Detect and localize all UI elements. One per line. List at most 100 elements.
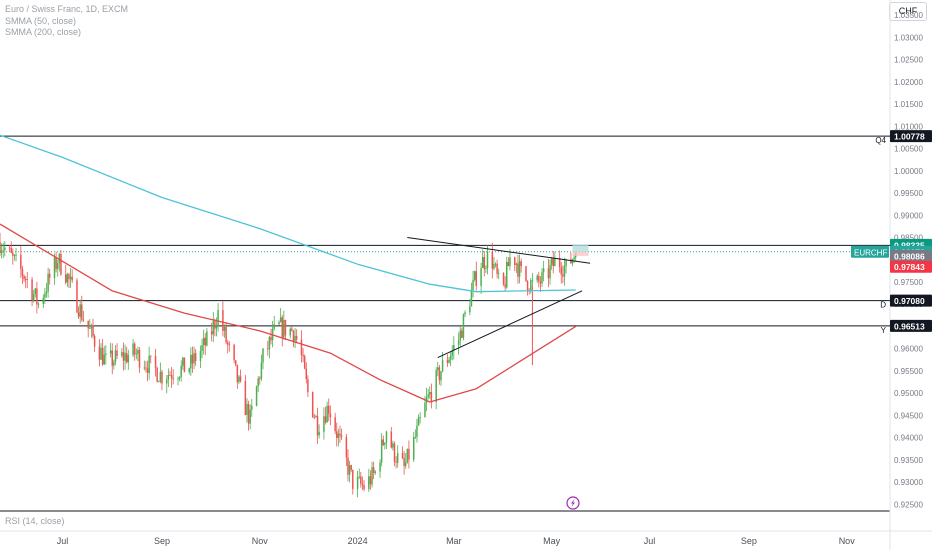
candle[interactable] <box>514 257 516 265</box>
candle[interactable] <box>135 353 138 355</box>
candle[interactable] <box>149 355 152 357</box>
candle[interactable] <box>127 355 130 363</box>
candle[interactable] <box>438 367 441 381</box>
candle[interactable] <box>45 291 48 294</box>
candle[interactable] <box>406 448 409 463</box>
candle[interactable] <box>244 380 247 416</box>
candle[interactable] <box>116 350 118 356</box>
candle[interactable] <box>347 457 349 475</box>
candle[interactable] <box>358 476 360 478</box>
candle[interactable] <box>4 247 6 251</box>
candle[interactable] <box>24 279 27 280</box>
candle[interactable] <box>2 250 4 251</box>
candle[interactable] <box>246 403 248 416</box>
candle[interactable] <box>133 343 136 355</box>
candle[interactable] <box>334 417 336 432</box>
candle[interactable] <box>570 259 572 264</box>
candle[interactable] <box>380 439 383 463</box>
legend-smma200[interactable]: SMMA (200, close) <box>5 27 82 37</box>
candle[interactable] <box>505 262 508 288</box>
candle[interactable] <box>441 360 444 372</box>
candle[interactable] <box>536 275 538 281</box>
candle[interactable] <box>60 253 62 275</box>
candle[interactable] <box>212 321 215 335</box>
candle[interactable] <box>295 336 298 340</box>
candle[interactable] <box>562 274 564 277</box>
candle[interactable] <box>449 356 452 360</box>
candle[interactable] <box>234 360 237 365</box>
candle[interactable] <box>178 376 181 379</box>
candle[interactable] <box>573 257 575 260</box>
candle[interactable] <box>340 435 343 438</box>
candle[interactable] <box>55 257 57 269</box>
candle[interactable] <box>10 248 12 253</box>
candle[interactable] <box>82 319 85 321</box>
candle[interactable] <box>352 469 354 489</box>
candle[interactable] <box>166 379 168 384</box>
candle[interactable] <box>392 443 394 448</box>
candle[interactable] <box>550 258 553 266</box>
candle[interactable] <box>549 265 551 279</box>
candle[interactable] <box>180 365 182 377</box>
candle[interactable] <box>504 284 506 288</box>
candle[interactable] <box>541 272 543 284</box>
candle[interactable] <box>305 368 308 380</box>
candle[interactable] <box>542 268 545 273</box>
candle[interactable] <box>268 336 271 350</box>
candle[interactable] <box>204 337 207 346</box>
candle[interactable] <box>156 367 158 382</box>
candle[interactable] <box>526 280 529 291</box>
candle[interactable] <box>172 378 174 380</box>
candle[interactable] <box>461 330 463 338</box>
candle[interactable] <box>469 306 471 313</box>
candle[interactable] <box>233 344 235 361</box>
candle[interactable] <box>26 279 29 280</box>
candle[interactable] <box>53 257 56 278</box>
candle[interactable] <box>279 317 282 322</box>
candle[interactable] <box>260 362 263 379</box>
candle[interactable] <box>497 273 500 274</box>
candle[interactable] <box>13 255 16 256</box>
candle[interactable] <box>329 413 332 418</box>
candle[interactable] <box>475 271 478 286</box>
candle[interactable] <box>313 417 316 418</box>
candle[interactable] <box>66 274 69 283</box>
candle[interactable] <box>401 452 404 459</box>
candle[interactable] <box>201 345 203 352</box>
candle[interactable] <box>457 340 460 346</box>
candle[interactable] <box>483 257 486 269</box>
candle[interactable] <box>424 402 426 418</box>
candle[interactable] <box>124 353 126 361</box>
candle[interactable] <box>470 289 473 307</box>
candle[interactable] <box>15 254 17 256</box>
candle[interactable] <box>563 266 566 277</box>
candle[interactable] <box>202 337 205 346</box>
candle[interactable] <box>453 345 455 351</box>
candle[interactable] <box>31 279 33 301</box>
candle[interactable] <box>47 273 49 292</box>
candle[interactable] <box>222 310 224 332</box>
candle[interactable] <box>226 342 229 345</box>
candle[interactable] <box>464 312 466 315</box>
candle[interactable] <box>300 339 303 356</box>
candle[interactable] <box>326 405 328 423</box>
candle[interactable] <box>121 352 123 356</box>
candle[interactable] <box>170 375 173 379</box>
position-target-zone[interactable] <box>572 244 589 252</box>
candle[interactable] <box>169 374 171 376</box>
candle[interactable] <box>44 293 46 298</box>
candle[interactable] <box>283 319 285 338</box>
candle[interactable] <box>462 314 465 338</box>
candle[interactable] <box>249 409 251 424</box>
candle[interactable] <box>191 354 194 364</box>
candle[interactable] <box>419 417 421 418</box>
candle[interactable] <box>531 280 534 282</box>
candle[interactable] <box>217 310 219 327</box>
rsi-legend[interactable]: RSI (14, close) <box>5 516 65 526</box>
candle[interactable] <box>485 268 487 270</box>
candle[interactable] <box>194 353 197 361</box>
trendline[interactable] <box>437 290 583 359</box>
candle[interactable] <box>336 431 338 438</box>
candle[interactable] <box>21 269 24 276</box>
